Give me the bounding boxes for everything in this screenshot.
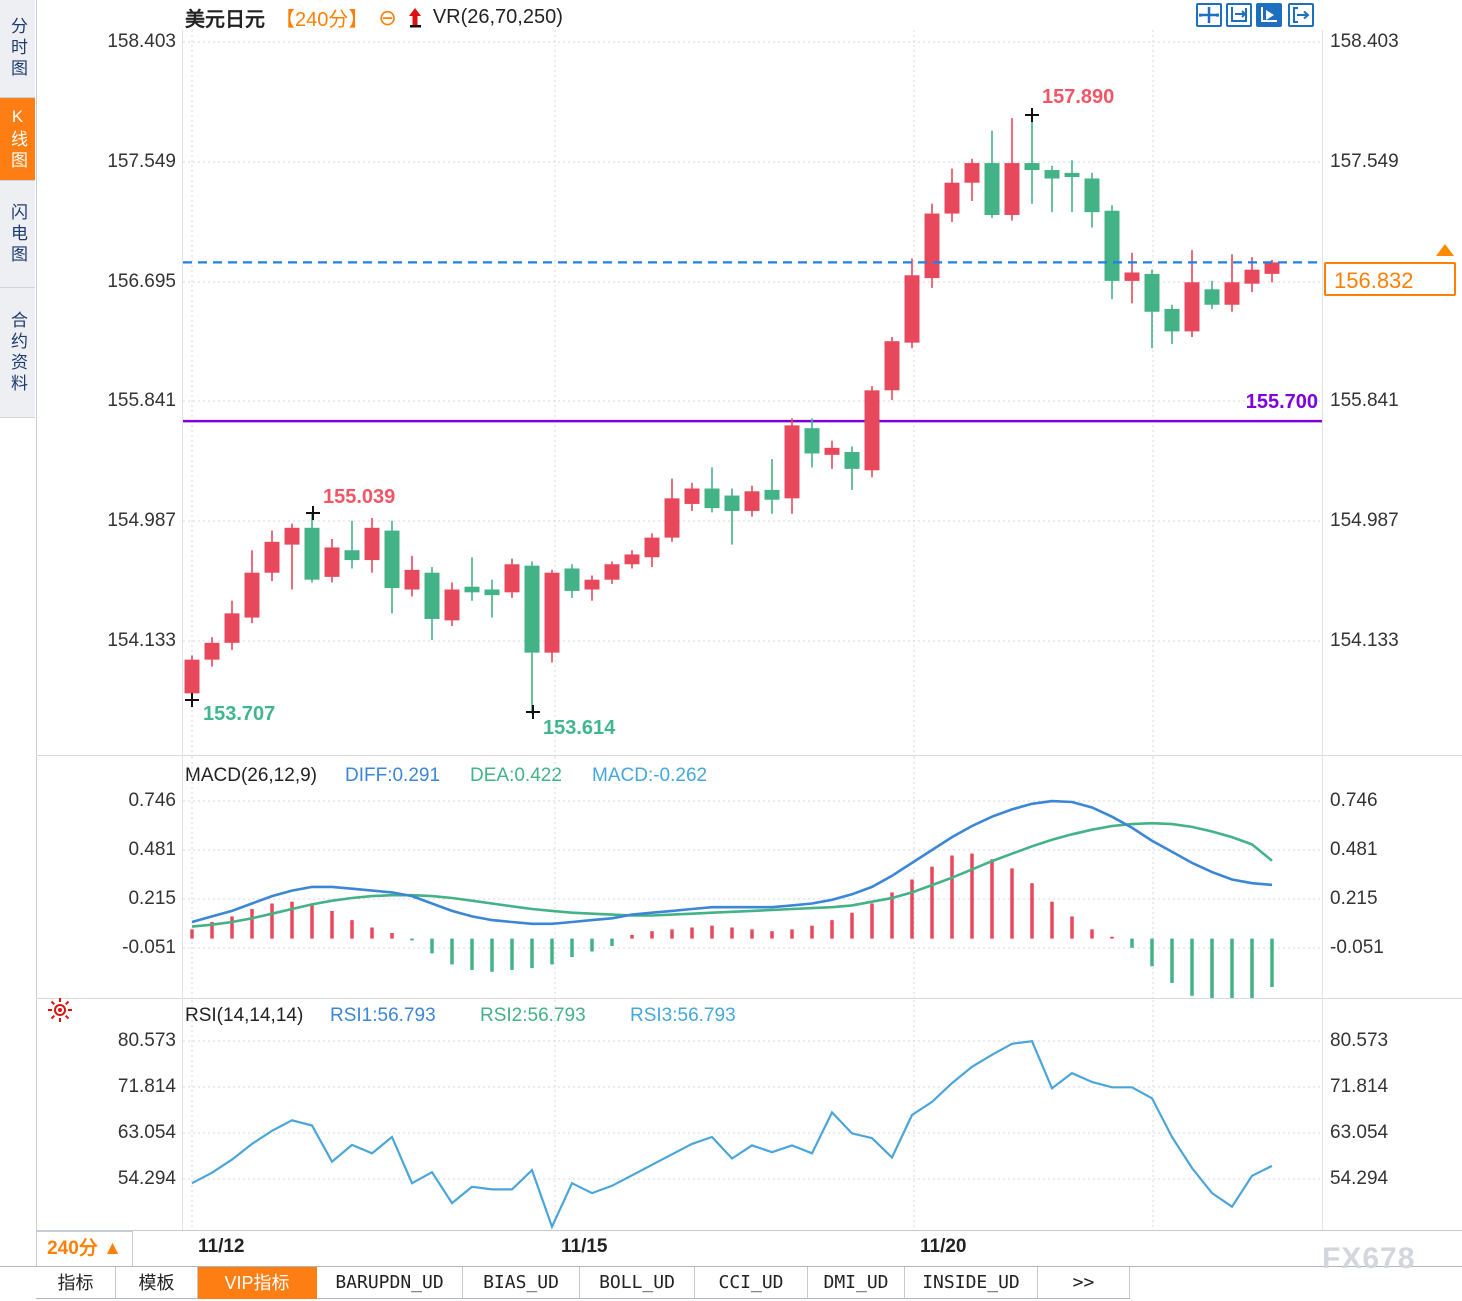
- period-selector[interactable]: 240分 ▲: [36, 1231, 133, 1267]
- axis-label: 154.987: [107, 510, 176, 531]
- sidebar-item-kline-chart[interactable]: K线图: [0, 98, 35, 181]
- symbol-title: 美元日元: [185, 9, 265, 31]
- period-label[interactable]: 【240分】: [275, 9, 369, 31]
- axis-label: 54.294: [1330, 1168, 1389, 1189]
- fit-axes-icon[interactable]: [1226, 3, 1252, 27]
- left-sidebar: 分时图 K线图 闪电图 合约资料: [0, 0, 37, 1300]
- axis-label: 63.054: [117, 1122, 176, 1143]
- rsi2-value: RSI2:56.793: [480, 1005, 586, 1026]
- candlestick-chart[interactable]: [183, 30, 1322, 757]
- x-axis-date: 11/20: [920, 1236, 967, 1257]
- axis-label: 0.746: [1330, 790, 1378, 811]
- axis-label: 156.695: [107, 271, 176, 292]
- sidebar-item-contract-info[interactable]: 合约资料: [0, 288, 35, 418]
- axis-label: 71.814: [117, 1076, 176, 1097]
- swing-high-label: 157.890: [1042, 86, 1115, 108]
- axis-label: 0.215: [128, 888, 176, 909]
- tab-vip-indicators[interactable]: VIP指标: [198, 1267, 317, 1299]
- axis-label: 154.133: [107, 630, 176, 651]
- axis-label: -0.051: [1330, 937, 1384, 958]
- axis-label: -0.051: [122, 937, 176, 958]
- macd-diff-value: DIFF:0.291: [345, 765, 441, 786]
- tab-boll-ud[interactable]: BOLL_UD: [580, 1267, 695, 1299]
- chart-header: 美元日元 【240分】 ⊖ VR(26,70,250): [185, 3, 563, 32]
- tab-more[interactable]: >>: [1038, 1267, 1130, 1299]
- macd-dea-value: DEA:0.422: [470, 765, 562, 786]
- tab-bias-ud[interactable]: BIAS_UD: [463, 1267, 580, 1299]
- macd-hist-value: MACD:-0.262: [592, 765, 708, 786]
- rsi3-value: RSI3:56.793: [630, 1005, 736, 1026]
- tab-barupdn-ud[interactable]: BARUPDN_UD: [317, 1267, 463, 1299]
- move-crosshair-icon[interactable]: [1196, 3, 1222, 27]
- watermark: FX678: [1322, 1242, 1416, 1275]
- current-price-badge: 156.832: [1324, 262, 1456, 296]
- swing-high-label: 155.039: [323, 486, 396, 508]
- axis-label: 80.573: [117, 1030, 176, 1051]
- tab-dmi-ud[interactable]: DMI_UD: [808, 1267, 905, 1299]
- axis-label: 0.481: [128, 839, 176, 860]
- axis-label: 158.403: [1330, 31, 1399, 52]
- swing-low-label: 153.614: [543, 717, 616, 739]
- axis-label: 0.481: [1330, 839, 1378, 860]
- axis-label: 157.549: [1330, 151, 1399, 172]
- indicator-sun-icon[interactable]: [46, 996, 74, 1029]
- tab-inside-ud[interactable]: INSIDE_UD: [905, 1267, 1038, 1299]
- axis-label: 80.573: [1330, 1030, 1389, 1051]
- sidebar-item-timeline-chart[interactable]: 分时图: [0, 0, 35, 98]
- rsi1-value: RSI1:56.793: [330, 1005, 436, 1026]
- axis-label: 0.746: [128, 790, 176, 811]
- tab-indicators[interactable]: 指标: [36, 1267, 116, 1299]
- axis-label: 71.814: [1330, 1076, 1389, 1097]
- axis-label: 154.987: [1330, 510, 1399, 531]
- price-up-triangle-icon: [1436, 244, 1454, 256]
- tab-cci-ud[interactable]: CCI_UD: [695, 1267, 808, 1299]
- rsi-title[interactable]: RSI(14,14,14): [185, 1005, 304, 1026]
- axis-label: 155.841: [107, 390, 176, 411]
- overlay-indicator-label: VR(26,70,250): [432, 6, 563, 28]
- indicator-tabbar: 指标 模板 VIP指标 BARUPDN_UD BIAS_UD BOLL_UD C…: [0, 1266, 1462, 1301]
- axis-label: 157.549: [107, 151, 176, 172]
- macd-chart[interactable]: [183, 757, 1322, 998]
- rsi-chart[interactable]: [183, 1000, 1322, 1230]
- axis-label: 154.133: [1330, 630, 1399, 651]
- axis-label: 158.403: [107, 31, 176, 52]
- x-axis-date: 11/15: [561, 1236, 608, 1257]
- support-line-label: 155.700: [1245, 391, 1318, 413]
- sidebar-item-lightning-chart[interactable]: 闪电图: [0, 181, 35, 288]
- swing-low-label: 153.707: [203, 703, 276, 725]
- exit-right-icon[interactable]: [1288, 3, 1314, 27]
- axis-label: 0.215: [1330, 888, 1378, 909]
- axis-label: 63.054: [1330, 1122, 1389, 1143]
- axis-label: 155.841: [1330, 390, 1399, 411]
- x-axis-date: 11/12: [198, 1236, 245, 1257]
- collapse-minus-icon[interactable]: ⊖: [378, 4, 397, 30]
- up-arrow-icon: [407, 7, 423, 29]
- macd-title[interactable]: MACD(26,12,9): [185, 765, 317, 786]
- axis-label: 54.294: [117, 1168, 176, 1189]
- tab-templates[interactable]: 模板: [116, 1267, 198, 1299]
- play-axis-icon[interactable]: [1256, 3, 1282, 27]
